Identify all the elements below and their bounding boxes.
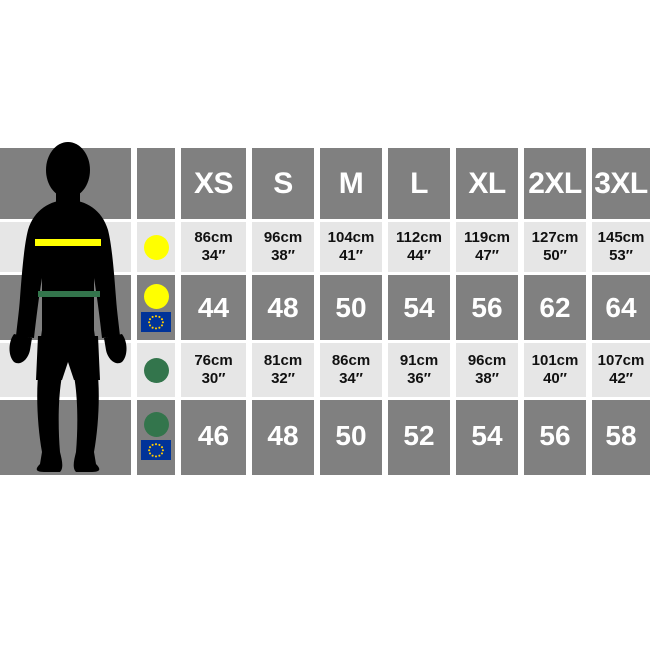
table-cell-waist-eu-s: 48 xyxy=(267,420,299,452)
table-cell-waist-eu-xl: 54 xyxy=(471,420,503,452)
yellow-dot-icon xyxy=(143,234,169,260)
table-cell-chest-eu-m: 50 xyxy=(335,291,367,323)
column-separator xyxy=(314,148,320,475)
table-cell-chest-eu-l: 54 xyxy=(403,291,435,323)
waist-measure-line xyxy=(38,291,100,297)
eu-flag-icon xyxy=(141,311,171,332)
legend-icon-waist xyxy=(137,343,175,397)
size-chart: XS S M L XL 2XL 3XL xyxy=(0,142,650,475)
column-separator xyxy=(246,148,252,475)
table-cell-waist-xl: 96cm 38″ xyxy=(467,352,507,387)
table-cell-waist-s: 81cm 32″ xyxy=(263,352,303,387)
legend-icon-chest-eu xyxy=(137,275,175,340)
table-cell-waist-eu-xs: 46 xyxy=(197,420,230,452)
table-cell-chest-s: 96cm 38″ xyxy=(263,229,303,264)
table-cell-chest-2xl: 127cm 50″ xyxy=(531,229,579,264)
yellow-dot-icon xyxy=(143,283,169,309)
eu-flag-icon xyxy=(141,440,171,460)
column-header-xl: XL xyxy=(468,166,506,200)
column-separator xyxy=(586,148,592,475)
legend-icon-waist-eu xyxy=(137,400,175,472)
column-separator xyxy=(175,148,181,475)
table-cell-waist-m: 86cm 34″ xyxy=(331,352,371,387)
row-band-waist-eu xyxy=(0,400,650,475)
row-separator xyxy=(0,397,650,400)
table-cell-chest-m: 104cm 41″ xyxy=(327,229,375,264)
table-cell-waist-eu-m: 50 xyxy=(335,420,367,452)
row-separator xyxy=(0,340,650,343)
row-separator xyxy=(0,219,650,222)
table-cell-waist-xs: 76cm 30″ xyxy=(194,352,233,387)
column-header-xs: XS xyxy=(193,166,234,200)
column-separator xyxy=(131,148,137,475)
green-dot-icon xyxy=(143,357,169,383)
table-cell-chest-eu-3xl: 64 xyxy=(605,291,637,323)
table-cell-waist-eu-l: 52 xyxy=(403,420,435,452)
column-header-3xl: 3XL xyxy=(594,166,648,200)
table-cell-waist-2xl: 101cm 40″ xyxy=(531,352,579,387)
table-cell-waist-3xl: 107cm 42″ xyxy=(597,352,645,387)
column-header-m: M xyxy=(338,166,364,200)
column-separator xyxy=(382,148,388,475)
table-cell-waist-eu-2xl: 56 xyxy=(539,420,571,452)
column-header-s: S xyxy=(273,166,293,200)
column-header-2xl: 2XL xyxy=(528,166,582,200)
table-cell-chest-eu-2xl: 62 xyxy=(539,291,571,323)
table-cell-waist-l: 91cm 36″ xyxy=(399,352,439,387)
legend-icon-chest xyxy=(137,222,175,272)
male-body-silhouette xyxy=(0,130,140,475)
table-cell-chest-eu-xs: 44 xyxy=(197,291,230,323)
green-dot-icon xyxy=(143,412,169,437)
table-cell-chest-l: 112cm 44″ xyxy=(396,229,442,264)
column-header-l: L xyxy=(410,166,428,200)
column-separator xyxy=(450,148,456,475)
column-separator xyxy=(518,148,524,475)
table-cell-waist-eu-3xl: 58 xyxy=(605,420,637,452)
table-cell-chest-xl: 119cm 47″ xyxy=(464,229,510,264)
row-separator xyxy=(0,272,650,275)
table-cell-chest-xs: 86cm 34″ xyxy=(194,229,233,264)
chest-measure-line xyxy=(35,239,101,246)
table-cell-chest-3xl: 145cm 53″ xyxy=(597,229,645,264)
table-cell-chest-eu-xl: 56 xyxy=(471,291,503,323)
table-cell-chest-eu-s: 48 xyxy=(267,291,299,323)
header-band xyxy=(0,148,650,222)
